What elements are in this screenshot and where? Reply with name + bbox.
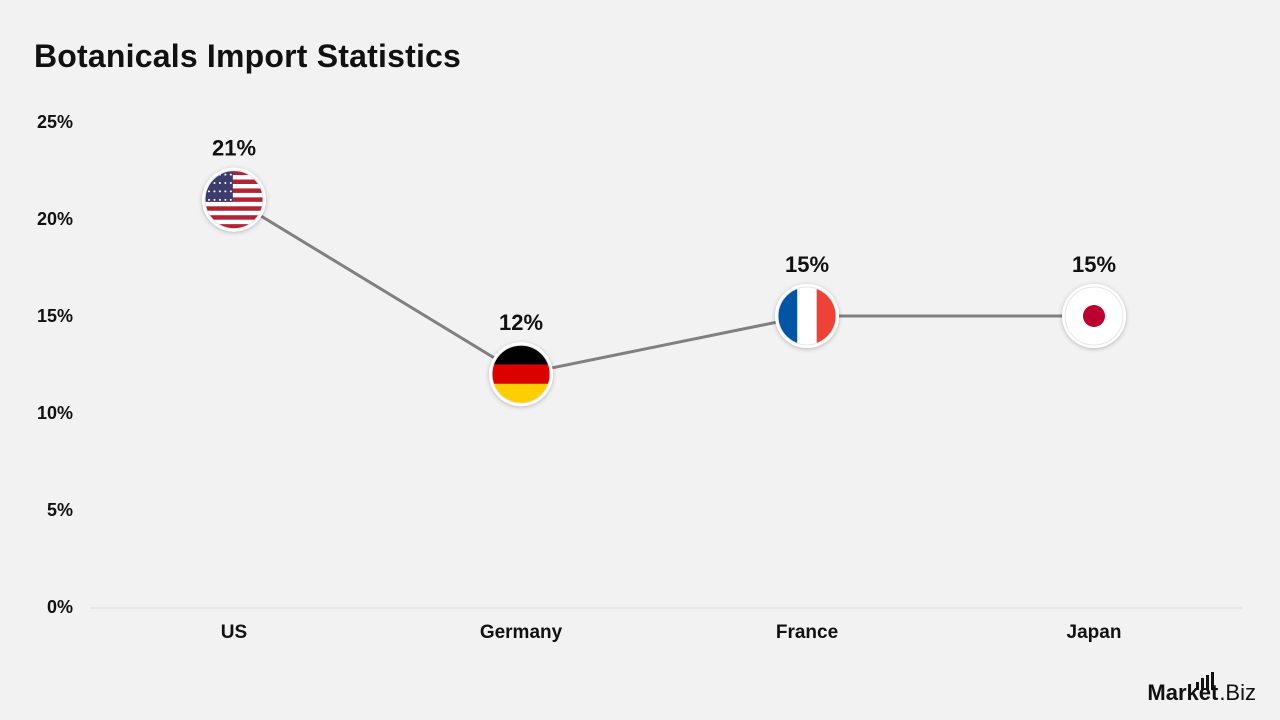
chart-title: Botanicals Import Statistics [34,38,462,74]
x-category-label: Japan [1067,622,1122,643]
bar-chart-icon [1196,672,1215,690]
germany-flag-icon [489,342,553,407]
data-labels: 21% 12% 15% 15% [212,136,1116,336]
data-label: 15% [1072,252,1116,277]
markers [202,167,1126,407]
y-tick-label: 25% [37,112,73,132]
y-axis: 0% 5% 10% 15% 20% 25% [37,112,73,617]
japan-flag-icon [1062,284,1126,348]
france-flag-icon [775,284,839,348]
series-polyline [233,198,1094,376]
y-tick-label: 20% [37,209,73,229]
brand-suffix: .Biz [1219,680,1256,705]
brand-logo: Market .Biz [1147,672,1256,706]
us-flag-icon [202,167,266,232]
data-label: 15% [785,252,829,277]
y-tick-label: 5% [47,500,73,520]
x-category-label: France [776,622,838,643]
y-tick-label: 0% [47,597,73,617]
data-label: 21% [212,136,256,161]
series-line [233,198,1094,376]
x-category-label: US [221,622,247,643]
y-tick-label: 15% [37,306,73,326]
x-axis: US Germany France Japan [90,607,1242,643]
x-category-label: Germany [480,622,563,643]
data-label: 12% [499,310,543,335]
y-tick-label: 10% [37,403,73,423]
